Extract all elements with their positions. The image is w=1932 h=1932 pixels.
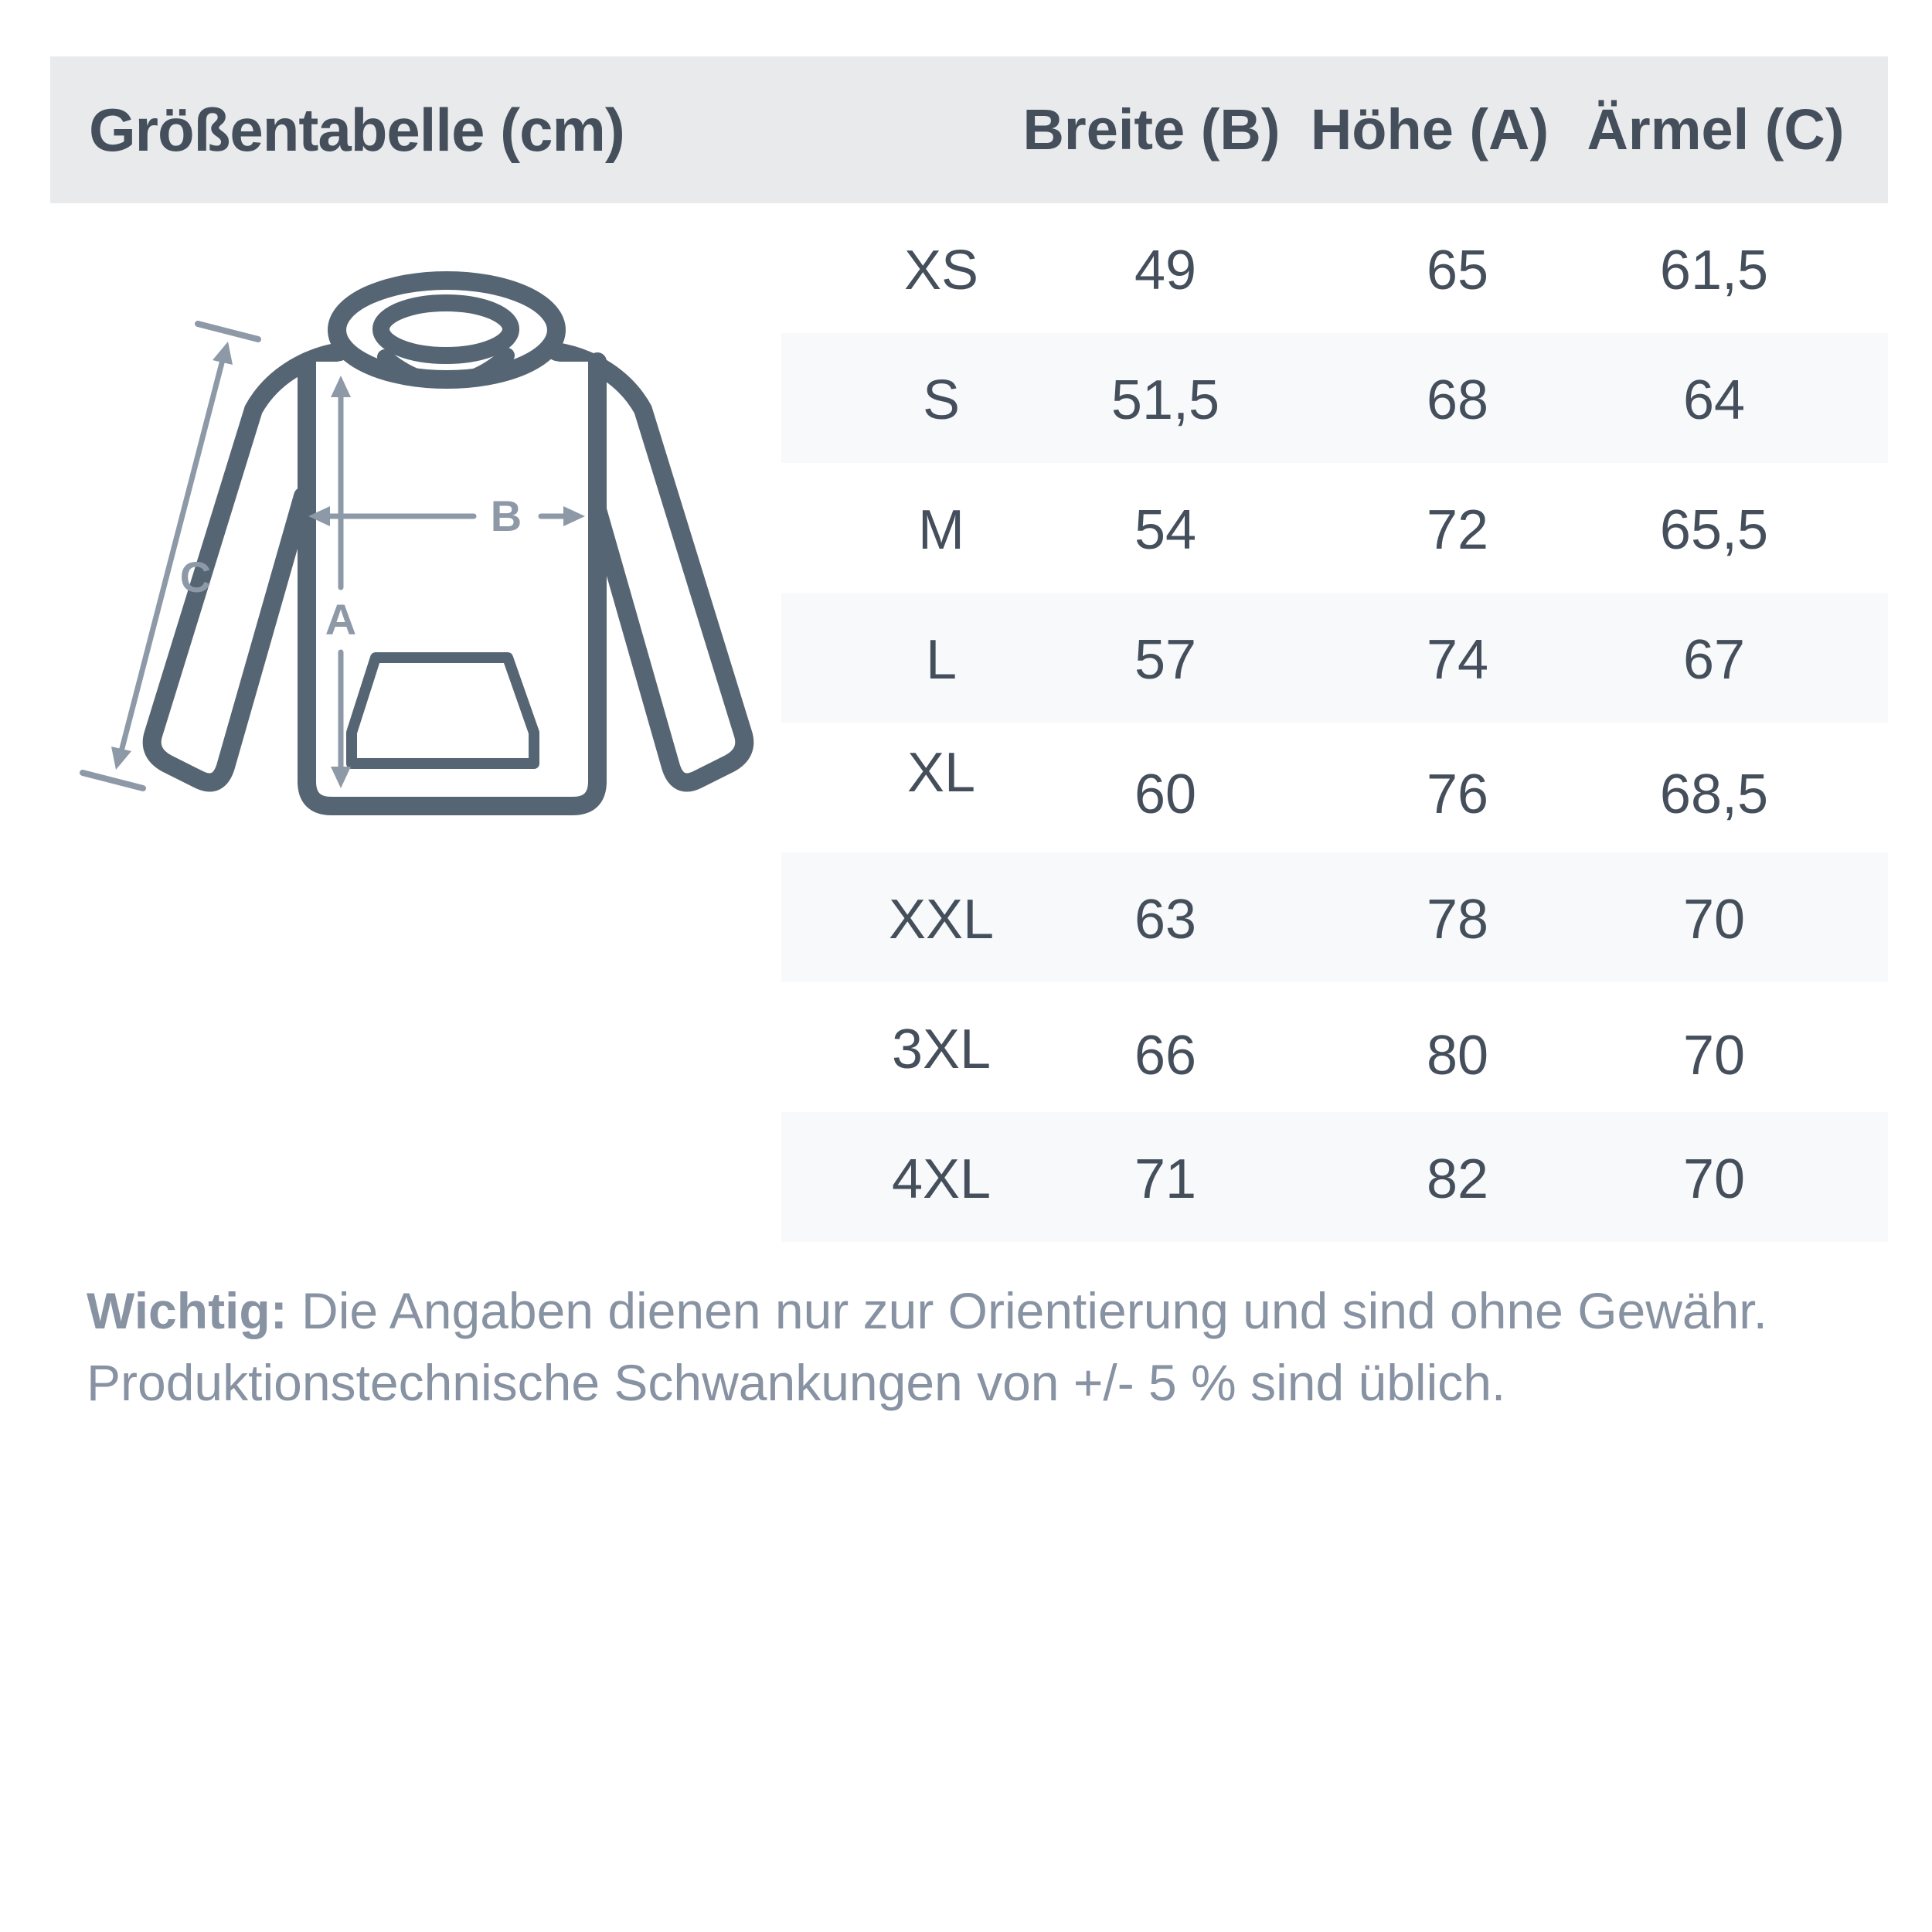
disclaimer-line-2: Produktionstechnische Schwankungen von +… [87, 1354, 1506, 1411]
size-label-cell: L [925, 629, 957, 691]
measure-label-b: B [491, 492, 522, 540]
size-label-cell: XXL [888, 889, 995, 951]
arrowhead-b-left [308, 506, 330, 526]
size-label-cell: 3XL [891, 1019, 992, 1080]
size-label-cell: M [918, 499, 964, 561]
measure-label-c: C [180, 553, 211, 601]
disclaimer-note: Wichtig: Die Angaben dienen nur zur Orie… [87, 1275, 1887, 1419]
aermel-cell: 67 [1682, 629, 1746, 691]
table-row-m: M 54 72 65,5 [781, 463, 1888, 593]
table-row-xxl: XXL 63 78 70 [781, 852, 1888, 982]
breite-cell: 54 [1134, 499, 1197, 561]
column-header-hoehe: Höhe (A) [1310, 97, 1549, 162]
aermel-cell: 61,5 [1659, 240, 1769, 301]
table-row-3xl: 3XL 66 80 70 [781, 982, 1888, 1112]
aermel-cell: 70 [1682, 1025, 1746, 1087]
column-header-breite: Breite (B) [1022, 97, 1281, 162]
arrowhead-c-down [111, 747, 131, 770]
disclaimer-emphasis: Wichtig: [87, 1282, 287, 1339]
aermel-cell: 68,5 [1659, 764, 1769, 825]
size-label-cell: S [922, 369, 961, 431]
arrowhead-a-down [331, 767, 351, 788]
table-row-s: S 51,5 68 64 [781, 333, 1888, 463]
arrowhead-c-up [213, 342, 233, 365]
hoehe-cell: 78 [1426, 889, 1489, 951]
hood-inner-ring [372, 294, 519, 364]
measure-c-tick [80, 770, 146, 791]
column-header-aermel: Ärmel (C) [1587, 97, 1845, 162]
size-table: XS 49 65 61,5 S 51,5 68 64 M 54 72 65,5 … [0, 203, 1932, 1243]
hoehe-cell: 72 [1426, 499, 1489, 561]
breite-cell: 57 [1134, 629, 1197, 691]
breite-cell: 49 [1134, 240, 1197, 301]
arrowhead-a-up [331, 376, 351, 397]
hoehe-cell: 74 [1426, 629, 1489, 691]
table-row-l: L 57 74 67 [781, 593, 1888, 723]
disclaimer-line-1: Wichtig: Die Angaben dienen nur zur Orie… [87, 1275, 1887, 1347]
size-label-cell: 4XL [891, 1148, 992, 1210]
page-title: Größentabelle (cm) [89, 96, 625, 164]
table-row-4xl: 4XL 71 82 70 [781, 1112, 1888, 1242]
arrowhead-b-right [563, 506, 585, 526]
measure-label-a: A [325, 595, 356, 644]
measure-c-line [118, 354, 226, 754]
hoehe-cell: 76 [1426, 764, 1489, 825]
aermel-cell: 64 [1682, 369, 1746, 431]
hoehe-cell: 80 [1426, 1025, 1489, 1087]
disclaimer-text: Die Angaben dienen nur zur Orientierung … [301, 1282, 1767, 1339]
hoodie-left-sleeve [142, 342, 349, 792]
breite-cell: 60 [1134, 764, 1197, 825]
hoehe-cell: 65 [1426, 240, 1489, 301]
table-row-xs: XS 49 65 61,5 [781, 203, 1888, 333]
breite-cell: 51,5 [1111, 369, 1220, 431]
hoehe-cell: 68 [1426, 369, 1489, 431]
size-label-cell: XS [903, 240, 979, 301]
aermel-cell: 65,5 [1659, 499, 1769, 561]
aermel-cell: 70 [1682, 1148, 1746, 1210]
hood-collar-notch [377, 348, 515, 388]
aermel-cell: 70 [1682, 889, 1746, 951]
table-row-xl: XL 60 76 68,5 [781, 723, 1888, 852]
breite-cell: 63 [1134, 889, 1197, 951]
breite-cell: 71 [1134, 1148, 1197, 1210]
hoodie-pocket [346, 652, 539, 769]
measure-c-tick [195, 321, 261, 342]
size-label-cell: XL [906, 742, 976, 804]
breite-cell: 66 [1134, 1025, 1197, 1087]
size-chart-header: Größentabelle (cm) Breite (B) Höhe (A) Ä… [50, 56, 1888, 203]
hoehe-cell: 82 [1426, 1148, 1489, 1210]
hoodie-measurement-diagram: A B C [80, 271, 754, 815]
